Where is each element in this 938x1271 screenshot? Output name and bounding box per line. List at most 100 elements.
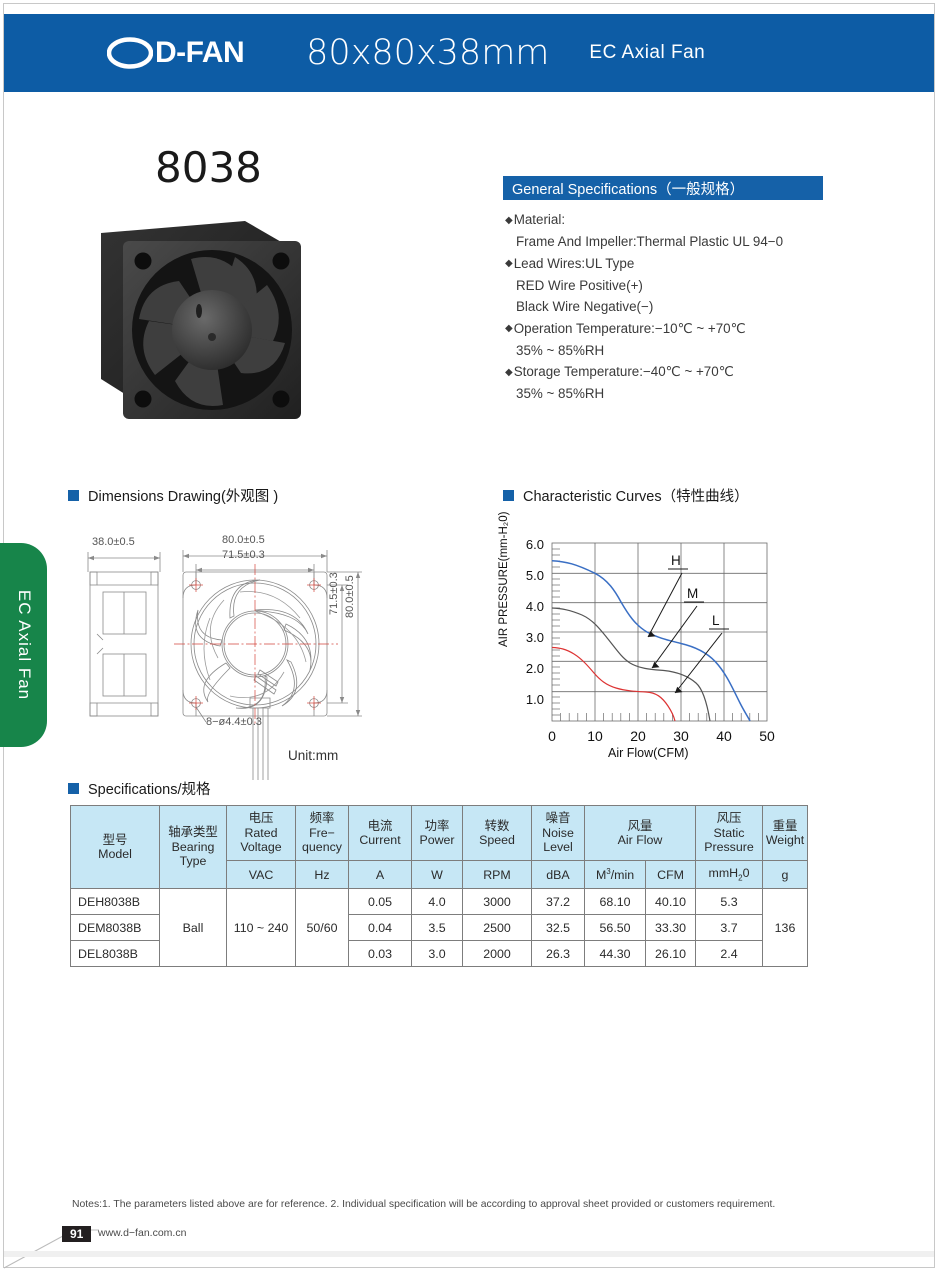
th-bearing-type: 轴承类型 Bearing Type	[159, 805, 227, 889]
spec-line: Black Wire Negative(−)	[516, 299, 654, 314]
chart-y-tick: 6.0	[525, 537, 544, 552]
cell-rated-voltage: 110 ~ 240	[226, 888, 296, 967]
cell-power: 3.5	[411, 914, 463, 941]
th-rated-voltage: 电压 Rated Voltage	[226, 805, 296, 861]
page-number-badge: 91	[62, 1226, 92, 1242]
table-row: DEH8038B Ball 110 ~ 240 50/60 0.05 4.0 3…	[70, 888, 808, 967]
page-header: D-FAN 80x80x38mm EC Axial Fan	[4, 14, 934, 92]
spec-line: ◆Material:	[505, 212, 566, 227]
spec-line: 35% ~ 85%RH	[516, 342, 605, 358]
chart-x-tick: 30	[673, 728, 689, 744]
th-unit-vac: VAC	[226, 860, 296, 889]
blue-square-icon	[68, 783, 79, 794]
dim-label-holes: 8−ø4.4±0.3	[206, 716, 262, 728]
cell-speed: 2500	[462, 914, 532, 941]
cell-current: 0.05	[348, 888, 412, 915]
cell-speed: 2000	[462, 940, 532, 967]
footer-notes: Notes:1. The parameters listed above are…	[72, 1199, 776, 1210]
characteristic-curves-chart: AIR PRESSURE(mm-H₂0) Air Flow(CFM) 6.0 5…	[498, 512, 810, 775]
brand-logo: D-FAN	[107, 34, 245, 72]
chart-y-tick: 1.0	[525, 692, 544, 707]
spec-line: RED Wire Positive(+)	[516, 277, 643, 293]
table-header-row-1: 型号 Model 轴承类型 Bearing Type 电压 Rated Voltag…	[70, 805, 808, 889]
spec-line: 35% ~ 85%RH	[516, 386, 605, 401]
section-heading-curves: Characteristic Curves（特性曲线）	[503, 485, 749, 506]
chart-annotation-h: H	[671, 553, 681, 568]
th-unit-g: g	[762, 860, 808, 889]
cell-current: 0.04	[348, 914, 412, 941]
th-speed: 转数 Speed	[462, 805, 532, 861]
cell-m3min: 56.50	[583, 914, 647, 941]
spec-line: ◆Lead Wires:UL Type	[505, 255, 635, 271]
chart-x-tick: 40	[716, 728, 732, 744]
chart-series-h	[551, 559, 751, 722]
cell-cfm: 26.10	[645, 940, 696, 967]
chart-x-axis-label: Air Flow(CFM)	[608, 746, 689, 760]
th-unit-dba: dBA	[531, 860, 585, 889]
cell-static-pressure: 3.7	[695, 914, 763, 941]
side-tab-ec-axial-fan: EC Axial Fan	[0, 543, 47, 747]
chart-x-tick: 0	[548, 728, 556, 744]
cell-noise: 32.5	[531, 914, 585, 941]
brand-name: D-FAN	[155, 36, 245, 69]
cell-model: DEH8038B	[70, 888, 160, 915]
chart-y-tick: 3.0	[525, 630, 544, 645]
table-header-row-units: VAC Hz A W RPM dBA M3/min CFM mmH20 g	[71, 860, 808, 889]
chart-series-m	[551, 607, 711, 722]
specifications-table: 型号 Model 轴承类型 Bearing Type 电压 Rated Voltag…	[70, 805, 808, 967]
diamond-bullet-icon: ◆	[505, 258, 513, 269]
cell-noise: 26.3	[531, 940, 585, 967]
th-static-pressure: 风压 Static Pressure	[695, 805, 763, 861]
header-size-title: 80x80x38mm	[306, 33, 550, 73]
diamond-bullet-icon: ◆	[505, 366, 513, 378]
section-heading-specifications: Specifications/规格	[68, 778, 211, 799]
dim-label-front-height: 80.0±0.5	[344, 575, 356, 618]
chart-annotation-m: M	[687, 586, 699, 601]
unit-label: Unit:mm	[288, 748, 339, 763]
th-unit-w: W	[411, 860, 463, 889]
th-unit-mmh2o: mmH20	[695, 860, 763, 889]
dim-label-front-width: 80.0±0.5	[222, 534, 265, 546]
cell-static-pressure: 2.4	[695, 940, 763, 967]
chart-annotation-l: L	[712, 613, 720, 628]
page-title-model-number: 8038	[155, 143, 262, 192]
th-current: 电流 Current	[348, 805, 412, 861]
side-tab-label: EC Axial Fan	[14, 589, 34, 701]
th-unit-rpm: RPM	[462, 860, 532, 889]
th-frequency: 频率 Fre− quency	[295, 805, 349, 861]
fan-product-photo	[95, 215, 335, 440]
cell-speed: 3000	[462, 888, 532, 915]
spec-line: ◆Storage Temperature:−40℃ ~ +70℃	[505, 364, 734, 379]
chart-y-tick: 4.0	[525, 599, 544, 614]
th-unit-cfm: CFM	[645, 860, 696, 889]
general-specifications-title: General Specifications（一般规格）	[503, 176, 823, 200]
chart-y-tick: 5.0	[525, 568, 544, 583]
spec-line: ◆Operation Temperature:−10℃ ~ +70℃	[505, 320, 746, 336]
blue-square-icon	[68, 490, 79, 501]
th-air-flow: 风量 Air Flow	[584, 805, 696, 861]
diamond-bullet-icon: ◆	[505, 214, 513, 226]
cell-model: DEM8038B	[70, 914, 160, 941]
th-model: 型号 Model	[70, 805, 160, 889]
chart-x-tick: 20	[630, 728, 646, 744]
th-weight: 重量 Weight	[762, 805, 808, 861]
footer-website: www.d−fan.com.cn	[98, 1227, 187, 1239]
cell-power: 4.0	[411, 888, 463, 915]
cell-static-pressure: 5.3	[695, 888, 763, 915]
th-unit-m3min: M3/min	[583, 860, 647, 889]
cell-current: 0.03	[348, 940, 412, 967]
cell-model: DEL8038B	[70, 940, 160, 967]
chart-x-tick: 50	[759, 728, 775, 744]
dimensions-drawing: 38.0±0.5 80.0±0.5 71.5±0.3 71.5±0.3 80.0…	[70, 530, 440, 780]
dim-label-hole-pitch-v: 71.5±0.3	[328, 572, 340, 615]
cell-cfm: 33.30	[645, 914, 696, 941]
th-power: 功率 Power	[411, 805, 463, 861]
cell-power: 3.0	[411, 940, 463, 967]
spec-line: Frame And Impeller:Thermal Plastic UL 94…	[516, 234, 784, 249]
general-specifications-list: ◆Material: Frame And Impeller:Thermal Pl…	[505, 209, 845, 405]
section-heading-dimensions: Dimensions Drawing(外观图 )	[68, 485, 278, 506]
cell-frequency: 50/60	[295, 888, 349, 967]
header-product-type: EC Axial Fan	[589, 42, 706, 63]
cell-bearing-type: Ball	[159, 888, 227, 967]
chart-series-l	[551, 646, 676, 722]
